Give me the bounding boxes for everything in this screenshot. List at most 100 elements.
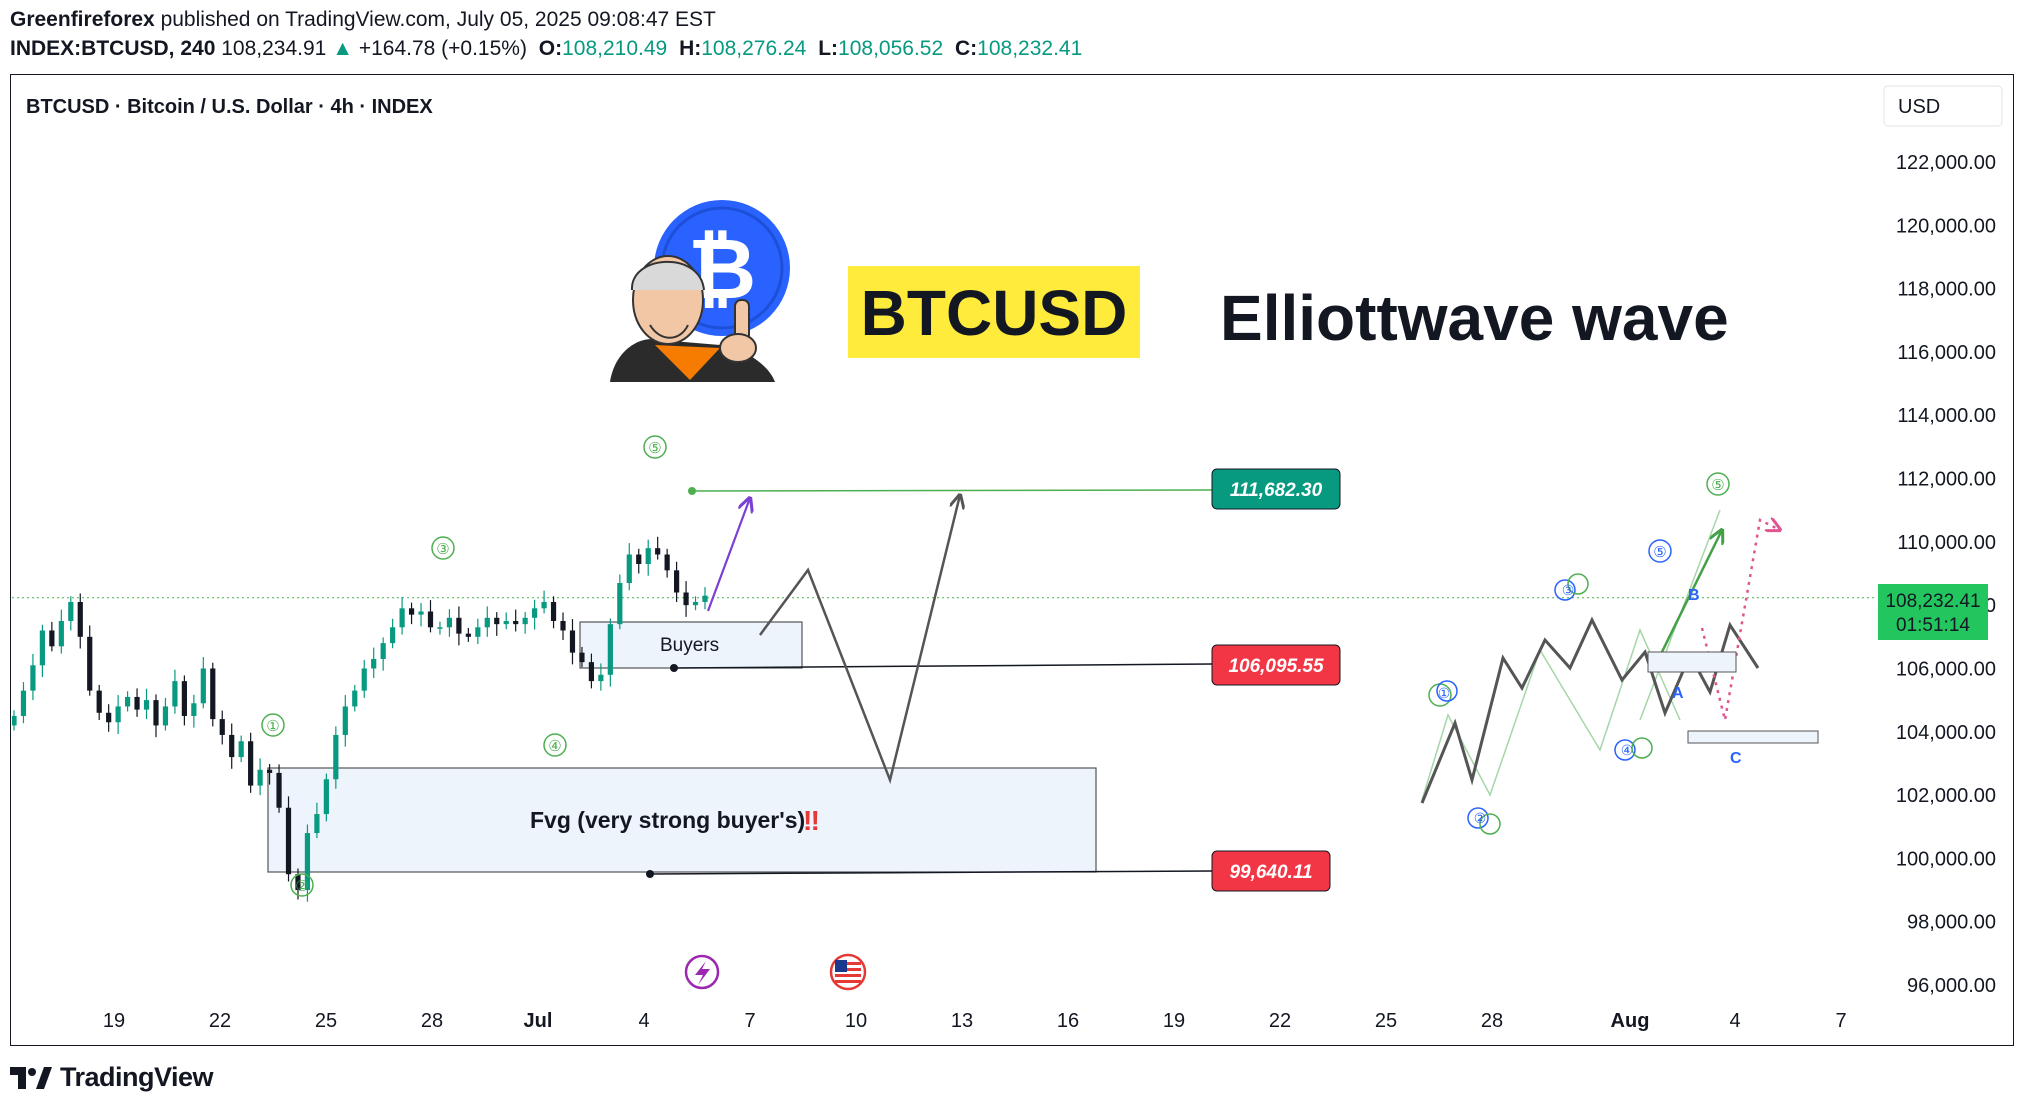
target-level-line xyxy=(691,489,1213,492)
candle-body xyxy=(295,874,301,891)
svg-text:106,095.55: 106,095.55 xyxy=(1228,656,1324,677)
ohlc-line: INDEX:BTCUSD, 240 108,234.91 ▲ +164.78 (… xyxy=(10,37,1082,61)
candle-body xyxy=(285,807,292,875)
fvg-alert-icon: ‼ xyxy=(803,805,820,836)
close-value: 108,232.41 xyxy=(977,37,1083,60)
dark-wave-polyline xyxy=(1420,616,1760,804)
zone-c xyxy=(1687,730,1819,744)
candle-body xyxy=(399,608,405,628)
candle-body xyxy=(68,601,74,621)
support-level-anchor-1 xyxy=(670,664,678,672)
fvg-zone xyxy=(267,767,1097,873)
candle-body xyxy=(143,700,150,710)
candle-body xyxy=(352,690,358,707)
candle-body xyxy=(550,601,557,621)
time-tick-label: 25 xyxy=(315,1010,337,1032)
candle-body xyxy=(172,681,178,707)
candle-body xyxy=(465,633,471,637)
candle-body xyxy=(162,706,169,726)
diagram-label-2: ② xyxy=(1467,807,1501,835)
price-tick-label: 106,000.00 xyxy=(1896,658,1996,680)
candle-body xyxy=(522,617,528,625)
time-axis[interactable]: 19 22 25 28 Jul 4 7 10 13 16 19 22 25 28 Aug 4 7 xyxy=(103,1010,1847,1032)
candle-body xyxy=(87,636,93,691)
time-tick-label: 10 xyxy=(845,1010,867,1032)
target-level-anchor xyxy=(688,487,696,495)
svg-text:①: ① xyxy=(266,718,279,735)
mascot-icon xyxy=(610,255,775,382)
candle-body xyxy=(181,681,187,716)
candle-body xyxy=(191,703,197,716)
price-tick-label: 122,000.00 xyxy=(1896,152,1996,174)
candle-body xyxy=(532,608,538,618)
time-tick-label: 4 xyxy=(638,1010,649,1032)
fvg-zone-label: Fvg (very strong buyer's) xyxy=(530,807,805,833)
candle-body xyxy=(229,734,235,758)
price-tick-label: 118,000.00 xyxy=(1897,279,1996,301)
candle-body xyxy=(408,608,415,615)
time-tick-label: 13 xyxy=(951,1010,973,1032)
candle-body xyxy=(248,741,254,786)
candle-body xyxy=(58,620,64,647)
time-tick-label: 7 xyxy=(744,1010,755,1032)
publish-line: Greenfireforex published on TradingView.… xyxy=(10,8,716,32)
price-axis[interactable]: 122,000.00 120,000.00 118,000.00 116,000.00… xyxy=(1896,152,1996,997)
scenario-c: C xyxy=(1730,750,1742,767)
wave-label-5: ⑤ xyxy=(643,435,667,459)
candle-body xyxy=(323,779,329,815)
candle-body xyxy=(342,706,348,735)
candle-body xyxy=(503,620,509,625)
purple-projection-arrow xyxy=(706,498,750,612)
dark-wave-path xyxy=(1422,620,1785,803)
tradingview-brand: TradingView xyxy=(60,1062,214,1092)
scenario-a: A xyxy=(1672,685,1684,702)
time-tick-label: 7 xyxy=(1835,1010,1846,1032)
open-label: O: xyxy=(538,37,563,60)
price-tick-label: 114,000.00 xyxy=(1897,405,1996,427)
candle-body xyxy=(588,662,595,682)
candle-body xyxy=(134,696,140,710)
chart-frame xyxy=(10,74,2014,1046)
candle-body xyxy=(390,627,396,644)
candle-body xyxy=(238,741,244,758)
price-tick-label: 104,000.00 xyxy=(1896,722,1996,744)
lightning-bolt-icon[interactable] xyxy=(684,954,720,990)
symbol-banner-bg xyxy=(848,266,1140,358)
time-tick-label: 28 xyxy=(421,1010,443,1032)
high-label: H: xyxy=(679,37,702,60)
wave-label-4: ④ xyxy=(543,733,567,757)
svg-text:③: ③ xyxy=(436,541,449,558)
candle-body xyxy=(560,620,566,631)
elliott-wave-diagram: A B C ① ② ③ ④ ⑤ ⑤ xyxy=(1420,472,1819,835)
price-tick-label: 102,000.00 xyxy=(1896,785,1996,807)
candle-body xyxy=(598,674,604,682)
candle-body xyxy=(257,769,263,786)
diagram-label-5-blue: ⑤ xyxy=(1648,539,1672,563)
zone-a xyxy=(1647,651,1737,673)
svg-text:④: ④ xyxy=(548,738,561,755)
candle-body xyxy=(446,617,453,628)
candle-body xyxy=(49,630,55,647)
candle-body xyxy=(607,624,613,675)
candle-body xyxy=(418,611,424,615)
time-tick-label: 19 xyxy=(103,1010,125,1032)
candle-body xyxy=(96,690,102,713)
candle-body xyxy=(115,706,121,723)
candle-body xyxy=(380,643,386,659)
svg-text:②: ② xyxy=(295,878,308,895)
support-level-line-1 xyxy=(673,663,1213,669)
countdown-text: 01:51:14 xyxy=(1896,615,1970,636)
low-value: 108,056.52 xyxy=(838,37,944,60)
currency-selector[interactable]: USD xyxy=(1883,85,2003,127)
headline: Elliottwave wave xyxy=(1220,282,1729,354)
diagram-label-1: ① xyxy=(1428,680,1458,707)
publisher-name: Greenfireforex xyxy=(10,8,155,31)
svg-text:②: ② xyxy=(1474,810,1487,826)
us-flag-icon[interactable] xyxy=(829,953,867,991)
svg-text:③: ③ xyxy=(1562,582,1575,598)
svg-text:111,682.30: 111,682.30 xyxy=(1230,480,1323,501)
chart-title: BTCUSD · Bitcoin / U.S. Dollar · 4h · IN… xyxy=(26,96,433,118)
candle-body xyxy=(314,814,320,834)
candle-body xyxy=(636,554,642,565)
